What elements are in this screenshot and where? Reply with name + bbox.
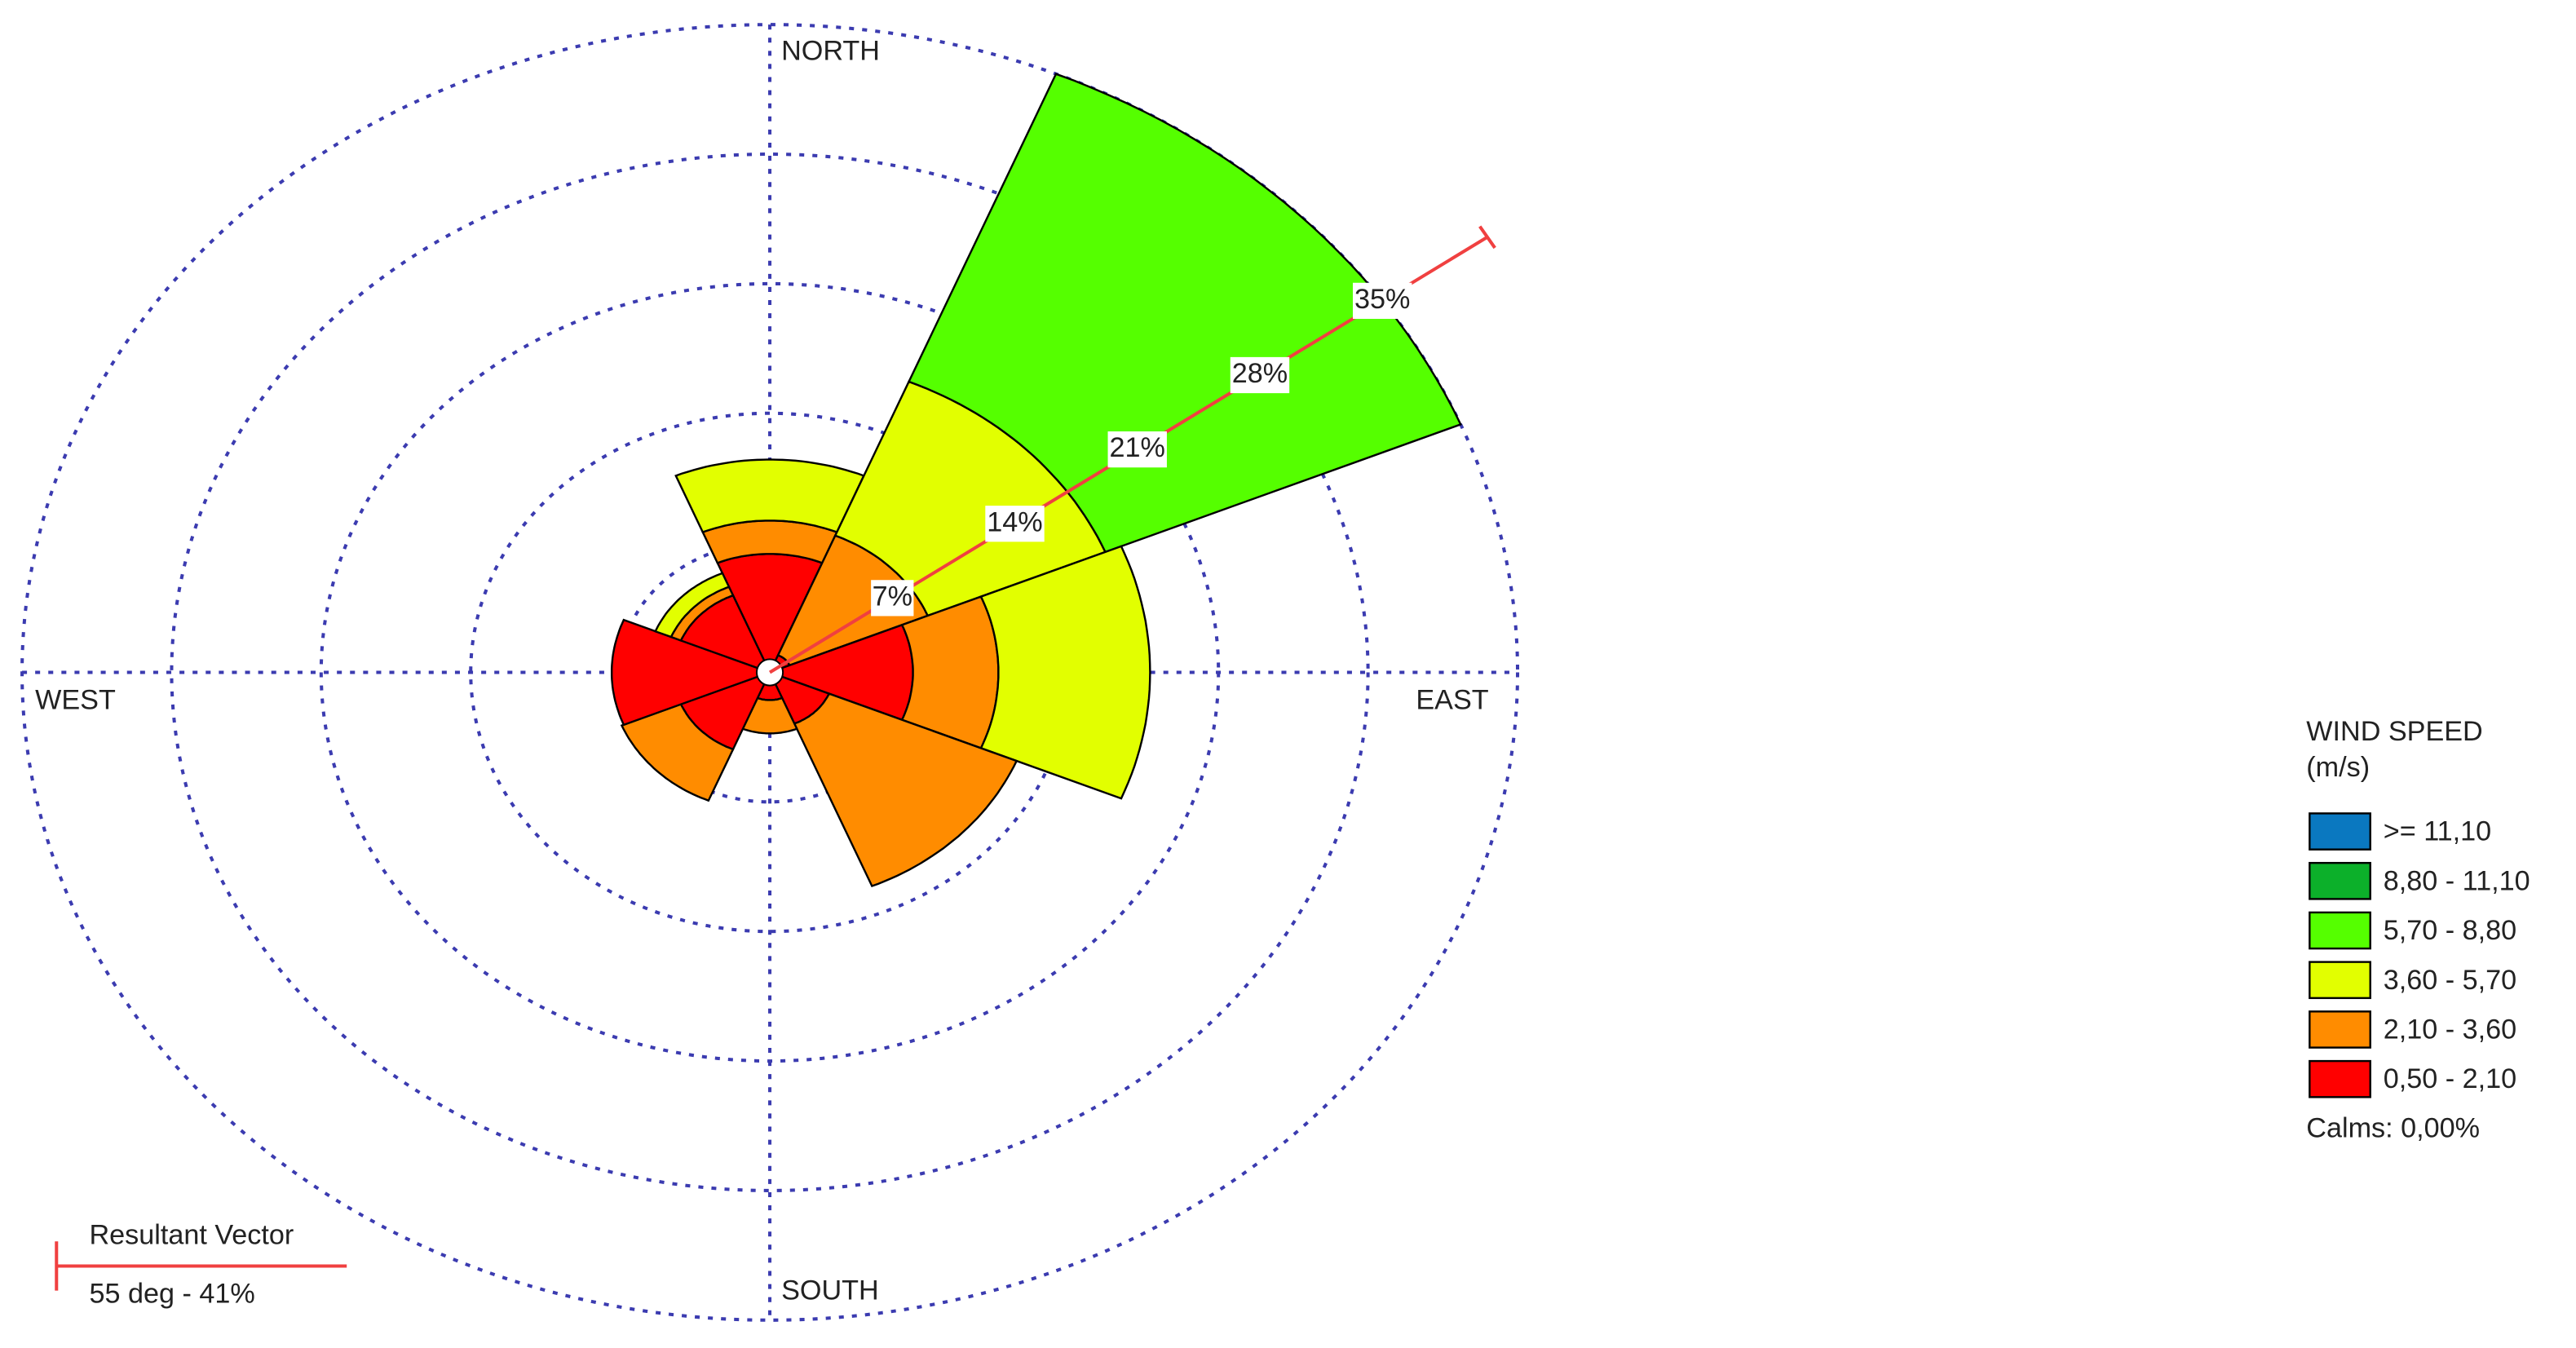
legend-swatch <box>2309 911 2371 950</box>
legend-label: 8,80 - 11,10 <box>2384 865 2530 896</box>
ring-label: 7% <box>873 581 912 612</box>
resultant-tick <box>1478 225 1496 250</box>
legend-label: 5,70 - 8,80 <box>2384 915 2516 946</box>
grid-ring <box>170 152 1370 1192</box>
legend-label: 2,10 - 3,60 <box>2384 1014 2516 1045</box>
petal-segment <box>610 618 773 727</box>
direction-label: SOUTH <box>781 1275 879 1306</box>
legend-label: 3,60 - 5,70 <box>2384 965 2516 996</box>
calms-label: Calms: 0,00% <box>2306 1113 2480 1144</box>
direction-label: EAST <box>1416 685 1488 716</box>
direction-label: WEST <box>35 685 116 716</box>
legend-label: >= 11,10 <box>2384 816 2491 847</box>
ring-label-bg <box>985 506 1045 542</box>
petal-segment <box>653 572 731 639</box>
ring-label-bg <box>871 580 914 617</box>
grid-ring <box>319 281 1221 1063</box>
ring-label: 28% <box>1232 358 1288 389</box>
ring-label: 35% <box>1354 284 1410 315</box>
ring-label: 14% <box>987 506 1042 537</box>
resultant-label: 55 deg - 41% <box>89 1279 254 1310</box>
ring-label-bg <box>1352 282 1412 320</box>
ring-label-bg <box>1230 356 1290 394</box>
ring-label: 21% <box>1110 432 1165 463</box>
legend-title: WIND SPEED <box>2306 716 2482 747</box>
legend-title: (m/s) <box>2306 752 2370 783</box>
legend-swatch <box>2309 861 2371 900</box>
petal-segment <box>674 458 865 534</box>
grid-ring <box>20 23 1520 1322</box>
direction-label: NORTH <box>781 35 880 66</box>
legend-swatch <box>2309 1010 2371 1049</box>
legend-swatch <box>2309 812 2371 851</box>
resultant-title: Resultant Vector <box>89 1219 294 1250</box>
legend-swatch <box>2309 961 2371 1000</box>
legend-swatch <box>2309 1059 2371 1098</box>
legend-label: 0,50 - 2,10 <box>2384 1063 2516 1094</box>
ring-label-bg <box>1107 431 1167 468</box>
